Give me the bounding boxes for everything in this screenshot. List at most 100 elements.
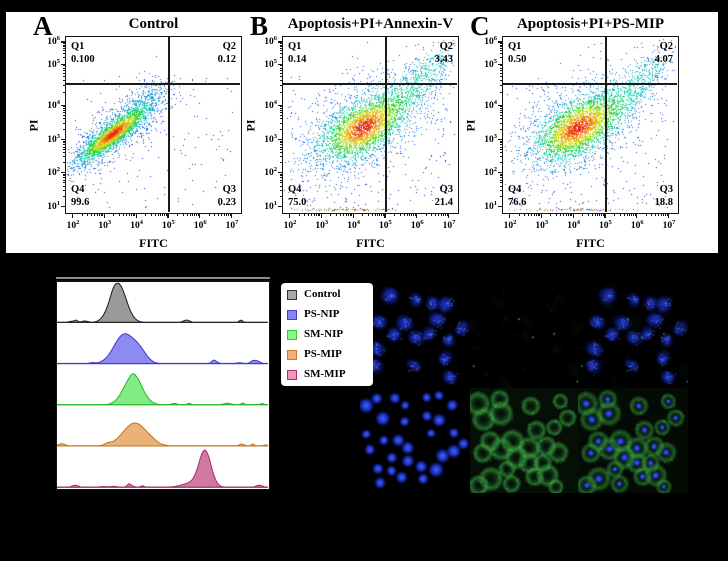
x-minor-tick xyxy=(645,214,647,217)
x-tick-label-C-7: 107 xyxy=(662,219,676,232)
x-minor-tick xyxy=(176,214,178,217)
y-minor-tick xyxy=(62,149,65,150)
x-minor-tick xyxy=(298,214,300,217)
x-minor-tick xyxy=(597,214,599,217)
y-minor-tick xyxy=(62,175,65,177)
quadrant-value-q4-A: 99.6 xyxy=(71,196,90,208)
x-minor-tick xyxy=(537,214,539,217)
y-major-tick-B-4 xyxy=(278,104,282,106)
y-minor-tick xyxy=(279,152,282,154)
y-minor-tick xyxy=(62,185,65,187)
legend-item-ps-mip: PS-MIP xyxy=(287,349,368,360)
x-major-tick-A-6 xyxy=(199,214,201,218)
x-minor-tick xyxy=(311,214,313,217)
y-minor-tick xyxy=(62,107,65,109)
y-minor-tick xyxy=(499,52,502,54)
y-minor-tick xyxy=(499,79,502,81)
quadrant-value-q2-C: 4.07 xyxy=(654,54,673,66)
x-minor-tick xyxy=(440,214,442,217)
x-minor-tick xyxy=(619,214,621,217)
legend-label-control: Control xyxy=(304,288,341,300)
y-minor-tick xyxy=(279,107,282,109)
y-minor-tick xyxy=(62,156,65,158)
y-minor-tick xyxy=(279,44,282,46)
histogram-overlay-box xyxy=(56,280,270,490)
y-minor-tick xyxy=(62,69,65,71)
y-major-tick-A-1 xyxy=(61,205,65,208)
x-minor-tick xyxy=(164,214,166,217)
quadrant-value-q1-B: 0.14 xyxy=(288,54,307,66)
y-minor-tick xyxy=(499,177,502,179)
x-tick-label-A-6: 106 xyxy=(193,219,207,232)
y-major-tick-C-4 xyxy=(498,104,502,106)
x-minor-tick xyxy=(214,214,216,217)
x-major-tick-A-2 xyxy=(72,214,74,218)
y-minor-tick xyxy=(62,109,65,111)
y-minor-tick xyxy=(279,195,282,197)
x-minor-tick xyxy=(304,214,305,217)
x-minor-tick xyxy=(567,214,569,217)
x-minor-tick xyxy=(531,214,533,217)
quadrant-name-q4-B: Q4 xyxy=(288,183,302,195)
flow-frame-C: Q1 0.50 Q2 4.07 Q4 76.6 Q3 18.8 xyxy=(502,36,679,214)
y-tick-label-C-4: 104 xyxy=(484,98,497,111)
x-major-tick-B-2 xyxy=(289,214,291,218)
y-minor-tick xyxy=(499,43,502,45)
x-minor-tick xyxy=(444,214,446,217)
scatter-canvas-A xyxy=(66,37,240,212)
y-minor-tick xyxy=(62,106,65,107)
microscopy-tile-r2c1-blue-nuclei-bright xyxy=(360,388,470,493)
x-minor-tick xyxy=(524,214,525,217)
x-minor-tick xyxy=(626,214,628,217)
legend-item-control: Control xyxy=(287,289,368,300)
x-minor-tick xyxy=(134,214,135,217)
x-minor-tick xyxy=(94,214,96,217)
y-minor-tick xyxy=(499,146,502,148)
y-minor-tick xyxy=(279,118,282,120)
x-minor-tick xyxy=(555,214,557,217)
y-tick-label-A-1: 101 xyxy=(47,199,60,213)
x-minor-tick xyxy=(223,214,225,217)
y-tick-label-C-5: 105 xyxy=(484,57,497,70)
x-tick-label-A-3: 103 xyxy=(98,219,112,232)
quadrant-name-q3-B: Q3 xyxy=(439,183,453,195)
y-minor-tick xyxy=(279,175,282,177)
histogram-svg xyxy=(57,282,268,488)
x-minor-tick xyxy=(157,214,159,217)
x-major-tick-C-2 xyxy=(509,214,511,218)
x-minor-tick xyxy=(377,214,379,217)
x-minor-tick xyxy=(393,214,395,217)
x-minor-tick xyxy=(446,214,448,217)
x-major-tick-A-3 xyxy=(103,214,105,218)
legend-swatch-ps-nip xyxy=(287,309,297,320)
y-minor-tick xyxy=(499,107,502,109)
x-minor-tick xyxy=(100,214,102,217)
x-major-tick-B-3 xyxy=(320,214,322,218)
y-minor-tick xyxy=(279,162,282,164)
y-minor-tick xyxy=(62,56,65,58)
y-minor-tick xyxy=(499,44,502,46)
x-minor-tick xyxy=(367,214,369,217)
y-minor-tick xyxy=(279,149,282,150)
y-minor-tick xyxy=(499,152,502,154)
y-major-tick-B-3 xyxy=(278,139,282,141)
y-minor-tick xyxy=(499,46,502,48)
y-tick-label-B-2: 102 xyxy=(264,166,277,179)
y-minor-tick xyxy=(499,182,502,184)
legend-label-ps-nip: PS-NIP xyxy=(304,308,340,320)
y-minor-tick xyxy=(499,144,502,146)
y-minor-tick xyxy=(499,56,502,58)
x-minor-tick xyxy=(347,214,349,217)
y-tick-label-B-4: 104 xyxy=(264,98,277,111)
x-tick-label-C-5: 105 xyxy=(599,219,612,232)
y-major-tick-B-1 xyxy=(278,205,282,208)
x-tick-label-A-4: 104 xyxy=(130,219,143,232)
x-minor-tick xyxy=(399,214,401,217)
x-minor-tick xyxy=(218,214,220,217)
y-minor-tick xyxy=(279,67,282,69)
y-minor-tick xyxy=(279,43,282,45)
y-minor-tick xyxy=(279,122,282,124)
x-minor-tick xyxy=(130,214,132,217)
y-minor-tick xyxy=(62,42,65,44)
y-minor-tick xyxy=(62,84,65,86)
